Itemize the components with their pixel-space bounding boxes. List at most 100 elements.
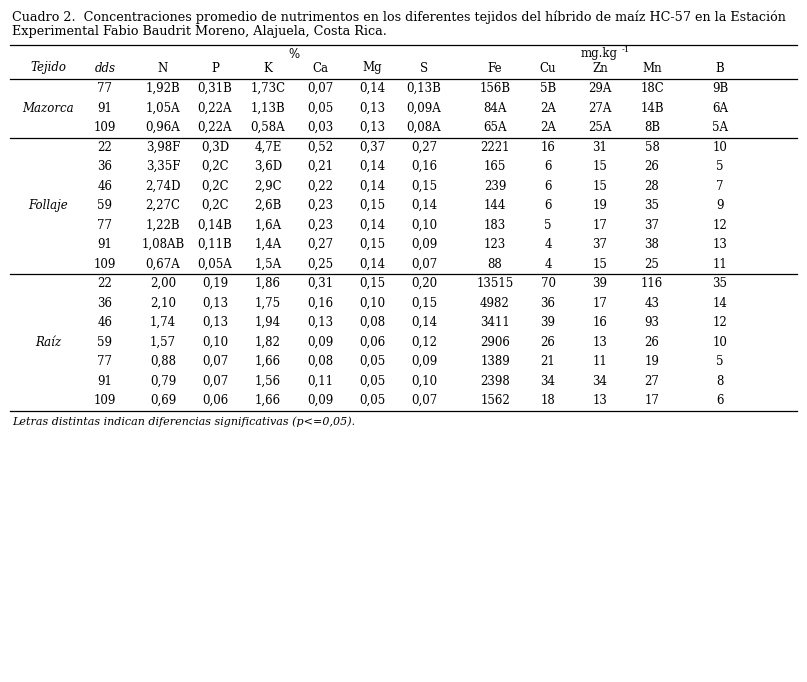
Text: 0,05: 0,05: [359, 355, 385, 368]
Text: 46: 46: [98, 316, 112, 329]
Text: 28: 28: [645, 180, 659, 193]
Text: 2,74D: 2,74D: [145, 180, 181, 193]
Text: 10: 10: [713, 140, 727, 153]
Text: 8B: 8B: [644, 121, 660, 134]
Text: 34: 34: [541, 374, 555, 388]
Text: 0,14: 0,14: [359, 180, 385, 193]
Text: 12: 12: [713, 219, 727, 232]
Text: 0,10: 0,10: [359, 297, 385, 310]
Text: 0,25: 0,25: [307, 258, 333, 271]
Text: 0,09: 0,09: [411, 355, 437, 368]
Text: 0,07: 0,07: [411, 394, 437, 407]
Text: 109: 109: [94, 258, 116, 271]
Text: 36: 36: [98, 297, 112, 310]
Text: 1,22B: 1,22B: [146, 219, 180, 232]
Text: 29A: 29A: [588, 83, 612, 95]
Text: 1,74: 1,74: [150, 316, 176, 329]
Text: 0,14: 0,14: [359, 219, 385, 232]
Text: 0,96A: 0,96A: [145, 121, 181, 134]
Text: 1,66: 1,66: [255, 394, 281, 407]
Text: 25: 25: [645, 258, 659, 271]
Text: 5A: 5A: [712, 121, 728, 134]
Text: 3411: 3411: [480, 316, 510, 329]
Text: 27: 27: [645, 374, 659, 388]
Text: 0,52: 0,52: [307, 140, 333, 153]
Text: 15: 15: [592, 258, 608, 271]
Text: 4: 4: [544, 258, 552, 271]
Text: 7: 7: [717, 180, 724, 193]
Text: Mn: Mn: [642, 61, 662, 74]
Text: 0,08: 0,08: [307, 355, 333, 368]
Text: 1,86: 1,86: [255, 278, 281, 291]
Text: 0,13: 0,13: [359, 102, 385, 115]
Text: 14B: 14B: [640, 102, 664, 115]
Text: 0,79: 0,79: [150, 374, 176, 388]
Text: Fe: Fe: [487, 61, 502, 74]
Text: 38: 38: [645, 238, 659, 251]
Text: 0,08A: 0,08A: [407, 121, 441, 134]
Text: 116: 116: [641, 278, 663, 291]
Text: 91: 91: [98, 238, 112, 251]
Text: 0,3D: 0,3D: [201, 140, 229, 153]
Text: 0,15: 0,15: [359, 278, 385, 291]
Text: 77: 77: [98, 219, 112, 232]
Text: 91: 91: [98, 102, 112, 115]
Text: 0,13: 0,13: [359, 121, 385, 134]
Text: 0,07: 0,07: [202, 355, 228, 368]
Text: Raíz: Raíz: [35, 336, 61, 349]
Text: Experimental Fabio Baudrit Moreno, Alajuela, Costa Rica.: Experimental Fabio Baudrit Moreno, Alaju…: [12, 25, 387, 38]
Text: 2A: 2A: [540, 102, 556, 115]
Text: mg.kg: mg.kg: [581, 48, 618, 61]
Text: 0,10: 0,10: [202, 336, 228, 349]
Text: 5: 5: [717, 355, 724, 368]
Text: 3,35F: 3,35F: [146, 160, 180, 173]
Text: 2A: 2A: [540, 121, 556, 134]
Text: 1,73C: 1,73C: [250, 83, 286, 95]
Text: 84A: 84A: [483, 102, 507, 115]
Text: 1,75: 1,75: [255, 297, 281, 310]
Text: 0,12: 0,12: [411, 336, 437, 349]
Text: 0,07: 0,07: [307, 83, 333, 95]
Text: 0,06: 0,06: [359, 336, 385, 349]
Text: 0,13: 0,13: [202, 316, 228, 329]
Text: 0,22: 0,22: [307, 180, 333, 193]
Text: 0,14: 0,14: [411, 199, 437, 212]
Text: 19: 19: [645, 355, 659, 368]
Text: 0,37: 0,37: [359, 140, 385, 153]
Text: 0,20: 0,20: [411, 278, 437, 291]
Text: 18: 18: [541, 394, 555, 407]
Text: 0,08: 0,08: [359, 316, 385, 329]
Text: 37: 37: [645, 219, 659, 232]
Text: 88: 88: [487, 258, 503, 271]
Text: 13515: 13515: [476, 278, 513, 291]
Text: 26: 26: [645, 160, 659, 173]
Text: 14: 14: [713, 297, 727, 310]
Text: 13: 13: [592, 336, 608, 349]
Text: 17: 17: [592, 297, 608, 310]
Text: B: B: [716, 61, 725, 74]
Text: 1,05A: 1,05A: [146, 102, 180, 115]
Text: 9: 9: [717, 199, 724, 212]
Text: 0,07: 0,07: [202, 374, 228, 388]
Text: 0,19: 0,19: [202, 278, 228, 291]
Text: 0,31: 0,31: [307, 278, 333, 291]
Text: 0,21: 0,21: [307, 160, 333, 173]
Text: 6: 6: [544, 160, 552, 173]
Text: 18C: 18C: [640, 83, 664, 95]
Text: 1,82: 1,82: [255, 336, 281, 349]
Text: 35: 35: [645, 199, 659, 212]
Text: 1,08AB: 1,08AB: [141, 238, 185, 251]
Text: 70: 70: [541, 278, 555, 291]
Text: 1,92B: 1,92B: [145, 83, 181, 95]
Text: 9B: 9B: [712, 83, 728, 95]
Text: 0,58A: 0,58A: [251, 121, 286, 134]
Text: 91: 91: [98, 374, 112, 388]
Text: 17: 17: [592, 219, 608, 232]
Text: 0,15: 0,15: [359, 199, 385, 212]
Text: 0,14: 0,14: [411, 316, 437, 329]
Text: 2,10: 2,10: [150, 297, 176, 310]
Text: 11: 11: [592, 355, 608, 368]
Text: 6: 6: [544, 180, 552, 193]
Text: 0,05: 0,05: [359, 394, 385, 407]
Text: 25A: 25A: [588, 121, 612, 134]
